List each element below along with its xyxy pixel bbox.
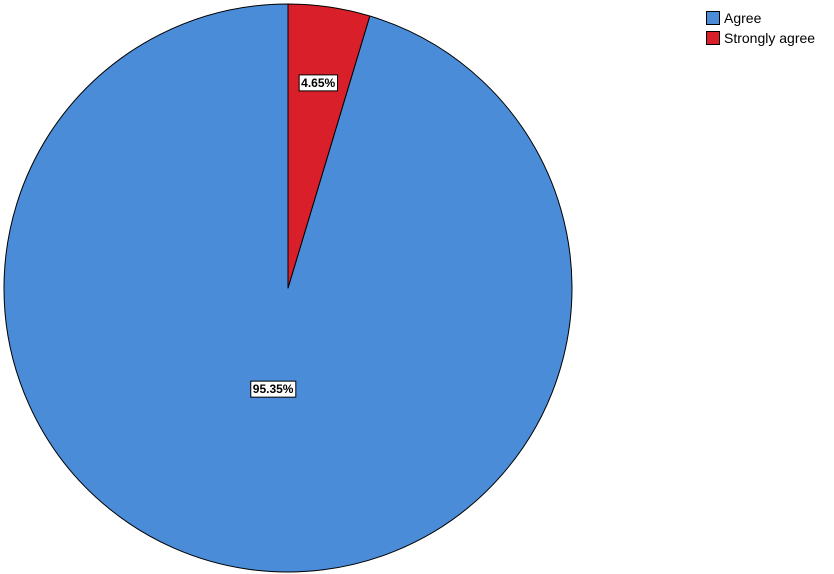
slice-label-box-strongly-agree <box>298 74 339 92</box>
slice-label-group-agree: 95.35% <box>250 380 297 398</box>
legend-item-strongly-agree: Strongly agree <box>706 28 815 48</box>
slice-label-box-agree <box>250 380 297 398</box>
slice-label-agree: 95.35% <box>253 382 294 396</box>
legend-item-agree: Agree <box>706 8 815 28</box>
legend-swatch-strongly-agree <box>706 31 720 45</box>
slice-label-group-strongly-agree: 4.65% <box>298 74 339 92</box>
legend: Agree Strongly agree <box>706 8 815 48</box>
legend-label-agree: Agree <box>724 10 762 26</box>
legend-label-strongly-agree: Strongly agree <box>724 30 816 46</box>
slice-label-strongly-agree: 4.65% <box>301 76 335 90</box>
legend-swatch-agree <box>706 11 720 25</box>
